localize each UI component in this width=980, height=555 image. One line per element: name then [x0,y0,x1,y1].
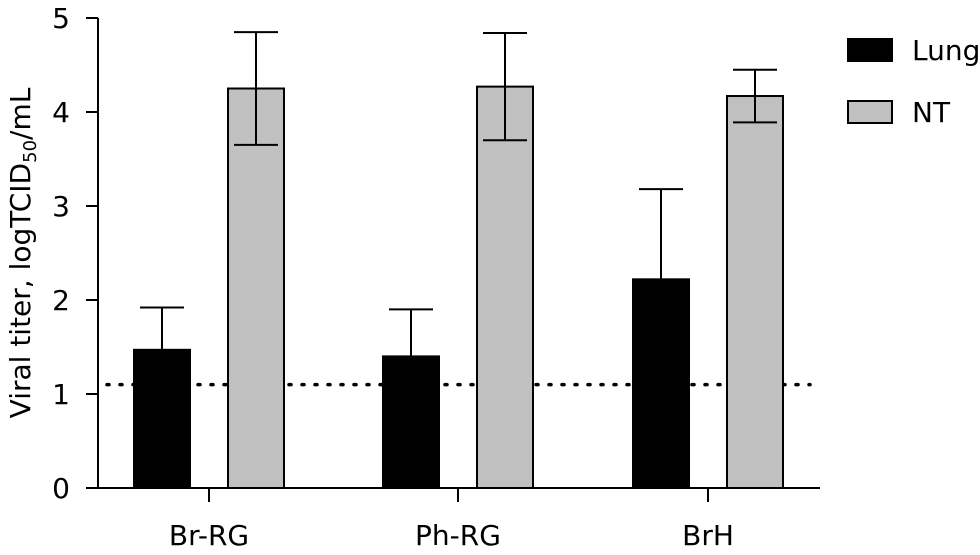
bar-nt-brh [726,95,784,490]
y-axis-title-subscript: 50 [20,140,41,163]
bar-lung-br-rg [133,348,191,489]
x-tick-label: Ph-RG [415,519,501,552]
y-tick-label: 0 [52,472,70,505]
legend-swatch-nt [847,100,893,124]
error-bars [140,31,777,357]
y-tick-label: 3 [52,190,70,223]
legend-swatch-lung [847,38,893,62]
y-axis-title-unit: /mL [4,87,37,140]
y-tick-label: 2 [52,284,70,317]
bar-lung-brh [632,278,690,489]
y-axis-title: Viral titer, logTCID50/mL [4,87,41,418]
bars [133,85,784,490]
y-tick-label: 4 [52,96,70,129]
legend-label-lung: Lung [912,34,980,67]
x-tick-label: Br-RG [169,519,249,552]
y-tick-label: 5 [52,2,70,35]
legend-label-nt: NT [912,96,951,129]
x-tick-label: BrH [682,519,734,552]
legend: Lung NT [847,34,980,129]
bar-lung-ph-rg [382,355,440,489]
y-axis-title-main: Viral titer, logTCID [4,163,37,418]
y-axis-ticks: 0 1 2 3 4 5 [52,2,98,505]
bar-nt-br-rg [227,87,285,489]
y-tick-label: 1 [52,378,70,411]
bar-nt-ph-rg [476,85,534,490]
x-axis-ticks: Br-RG Ph-RG BrH [169,488,734,552]
